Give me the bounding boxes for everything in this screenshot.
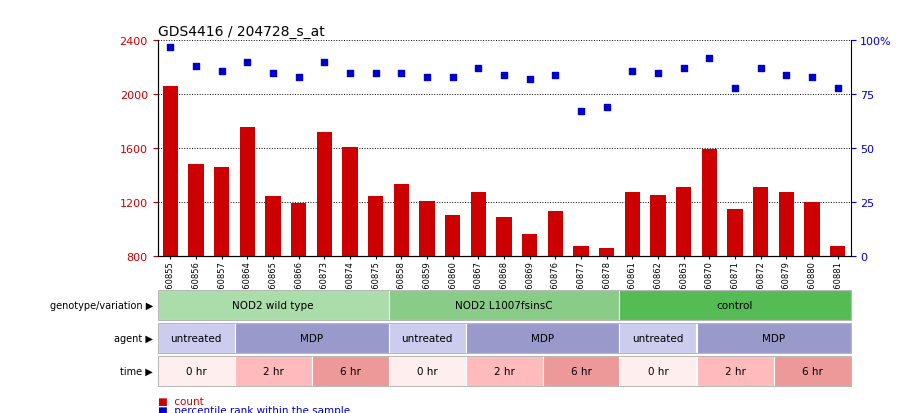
Bar bbox=[317, 133, 332, 256]
Bar bbox=[676, 188, 691, 256]
Point bbox=[548, 72, 562, 79]
Point bbox=[214, 68, 229, 75]
Text: 0 hr: 0 hr bbox=[185, 366, 206, 376]
Text: 6 hr: 6 hr bbox=[802, 366, 823, 376]
Point bbox=[779, 72, 794, 79]
Text: 6 hr: 6 hr bbox=[571, 366, 591, 376]
Point bbox=[677, 66, 691, 73]
Point bbox=[523, 77, 537, 83]
Text: MDP: MDP bbox=[531, 333, 554, 343]
Bar bbox=[599, 248, 615, 256]
Text: untreated: untreated bbox=[401, 333, 453, 343]
Point bbox=[805, 74, 819, 81]
Text: 0 hr: 0 hr bbox=[648, 366, 669, 376]
Point bbox=[419, 74, 434, 81]
Text: 2 hr: 2 hr bbox=[493, 366, 515, 376]
Point bbox=[368, 70, 382, 77]
Bar bbox=[188, 165, 203, 256]
Point bbox=[266, 70, 280, 77]
Bar bbox=[291, 204, 306, 256]
Bar bbox=[214, 167, 230, 256]
Text: untreated: untreated bbox=[633, 333, 684, 343]
Point bbox=[394, 70, 409, 77]
Bar bbox=[445, 216, 461, 256]
Text: 2 hr: 2 hr bbox=[263, 366, 284, 376]
Point bbox=[651, 70, 665, 77]
Bar bbox=[496, 217, 512, 256]
Bar bbox=[266, 197, 281, 256]
Point bbox=[702, 55, 716, 62]
Text: genotype/variation ▶: genotype/variation ▶ bbox=[50, 300, 153, 310]
Bar bbox=[573, 247, 589, 256]
Bar bbox=[727, 209, 742, 256]
Point bbox=[728, 85, 742, 92]
Point bbox=[292, 74, 306, 81]
Point bbox=[497, 72, 511, 79]
Bar bbox=[651, 196, 666, 256]
Bar bbox=[625, 193, 640, 256]
Point bbox=[471, 66, 485, 73]
Point bbox=[626, 68, 640, 75]
Text: NOD2 wild type: NOD2 wild type bbox=[232, 300, 314, 310]
Bar bbox=[239, 127, 255, 256]
Point bbox=[189, 64, 203, 70]
Text: ■  percentile rank within the sample: ■ percentile rank within the sample bbox=[158, 405, 349, 413]
Text: ■  count: ■ count bbox=[158, 396, 203, 406]
Text: MDP: MDP bbox=[762, 333, 785, 343]
Point bbox=[446, 74, 460, 81]
Text: 2 hr: 2 hr bbox=[724, 366, 745, 376]
Text: control: control bbox=[716, 300, 753, 310]
Point bbox=[574, 109, 589, 116]
Point bbox=[240, 59, 255, 66]
Text: NOD2 L1007fsinsC: NOD2 L1007fsinsC bbox=[455, 300, 553, 310]
Bar bbox=[805, 202, 820, 256]
Text: 0 hr: 0 hr bbox=[417, 366, 437, 376]
Bar bbox=[778, 193, 794, 256]
Bar bbox=[702, 150, 717, 256]
Bar bbox=[163, 87, 178, 256]
Text: agent ▶: agent ▶ bbox=[114, 333, 153, 343]
Point bbox=[753, 66, 768, 73]
Point bbox=[599, 104, 614, 111]
Bar bbox=[753, 188, 769, 256]
Point bbox=[317, 59, 331, 66]
Bar bbox=[522, 235, 537, 256]
Text: MDP: MDP bbox=[300, 333, 323, 343]
Bar bbox=[393, 185, 409, 256]
Bar bbox=[368, 197, 383, 256]
Text: 6 hr: 6 hr bbox=[339, 366, 360, 376]
Bar bbox=[830, 247, 845, 256]
Bar bbox=[471, 193, 486, 256]
Point bbox=[831, 85, 845, 92]
Text: time ▶: time ▶ bbox=[121, 366, 153, 376]
Text: GDS4416 / 204728_s_at: GDS4416 / 204728_s_at bbox=[158, 25, 324, 39]
Text: untreated: untreated bbox=[170, 333, 221, 343]
Bar bbox=[547, 212, 563, 256]
Bar bbox=[342, 147, 357, 256]
Point bbox=[163, 45, 177, 51]
Point bbox=[343, 70, 357, 77]
Bar bbox=[419, 201, 435, 256]
